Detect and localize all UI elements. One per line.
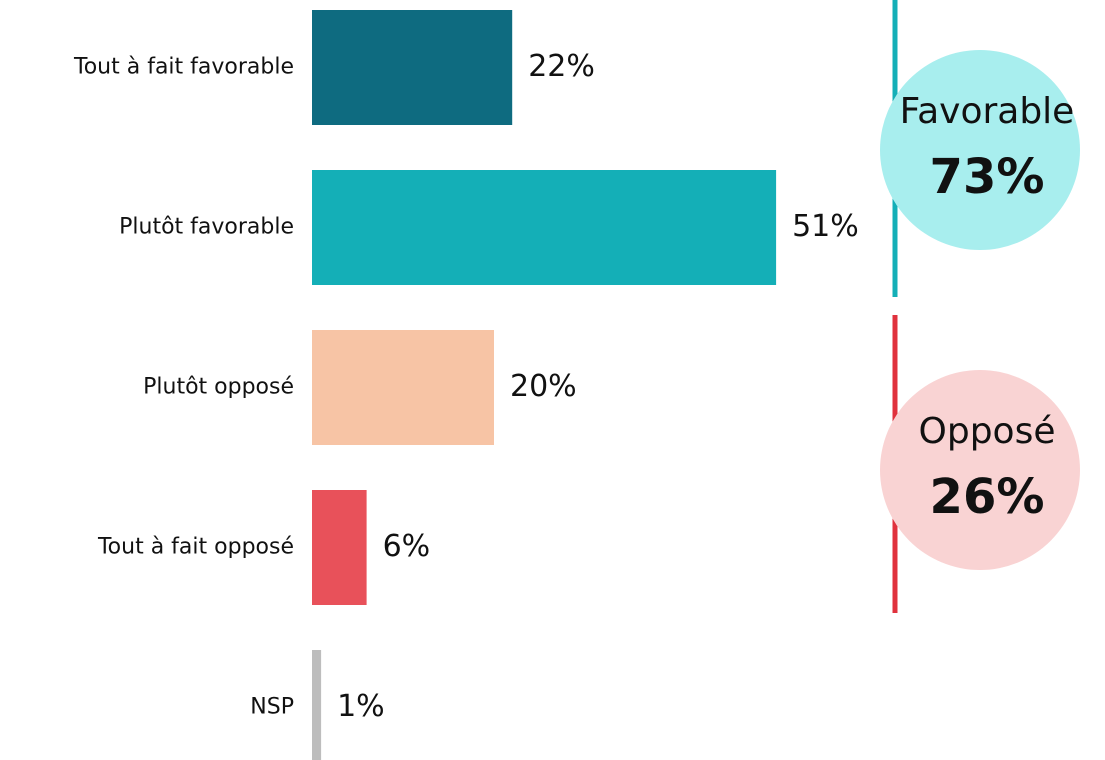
value-label: 22% [528, 49, 595, 84]
category-label: NSP [250, 695, 294, 720]
bar [312, 650, 322, 760]
group-circle [880, 50, 1080, 250]
category-label: Plutôt opposé [143, 375, 294, 400]
category-label: Plutôt favorable [119, 215, 294, 240]
value-label: 1% [337, 689, 385, 724]
group-circle [880, 370, 1080, 570]
group-value: 26% [930, 469, 1045, 525]
category-label: Tout à fait favorable [73, 55, 294, 80]
value-label: 20% [510, 369, 577, 404]
bar [312, 10, 513, 125]
group-label: Favorable [900, 91, 1075, 132]
value-label: 6% [383, 529, 431, 564]
bar [312, 170, 777, 285]
group-label: Opposé [919, 411, 1056, 452]
group-value: 73% [930, 149, 1045, 205]
category-label: Tout à fait opposé [97, 535, 294, 560]
value-label: 51% [792, 209, 859, 244]
bar [312, 330, 494, 445]
bar [312, 490, 367, 605]
